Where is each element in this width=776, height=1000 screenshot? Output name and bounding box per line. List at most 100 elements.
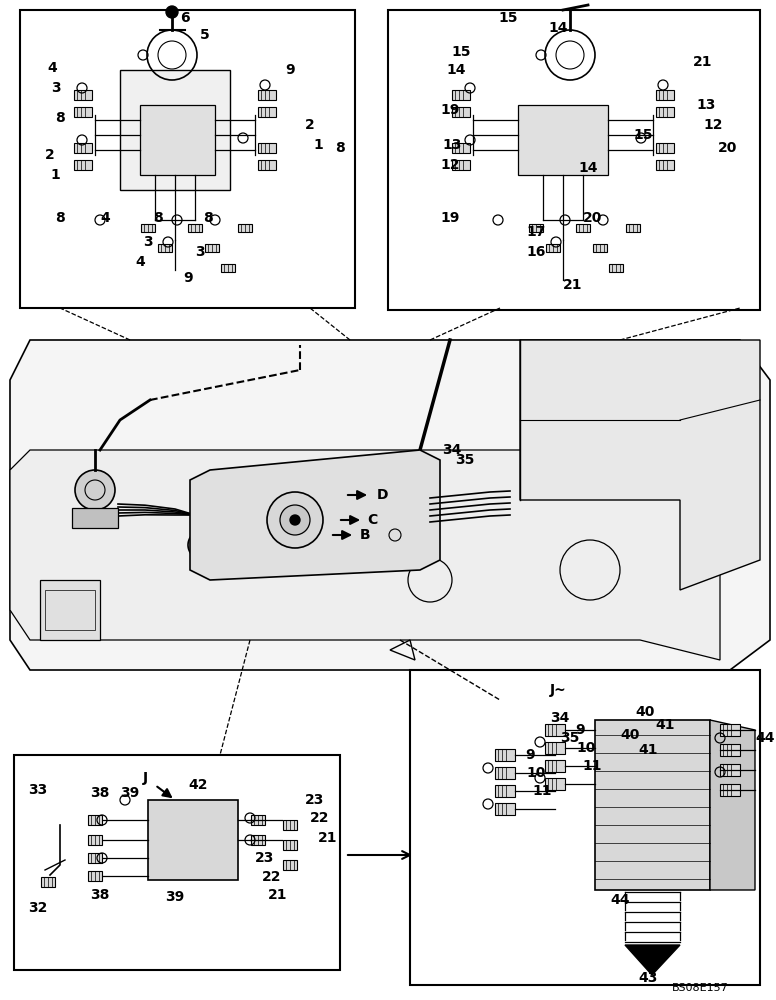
Text: 6: 6	[180, 11, 190, 25]
Circle shape	[280, 505, 310, 535]
Text: 21: 21	[693, 55, 712, 69]
Bar	[20, 10, 355, 308]
Bar	[205, 244, 219, 252]
Text: 9: 9	[575, 723, 585, 737]
Text: 23: 23	[305, 793, 324, 807]
Text: 2: 2	[45, 148, 55, 162]
Bar	[593, 244, 607, 252]
Bar	[720, 724, 740, 736]
Text: D: D	[376, 488, 388, 502]
Text: 10: 10	[577, 741, 596, 755]
Text: 9: 9	[286, 63, 295, 77]
Bar	[720, 764, 740, 776]
Text: 40: 40	[636, 705, 655, 719]
Text: 39: 39	[165, 890, 185, 904]
Bar	[410, 670, 760, 985]
Bar	[545, 724, 565, 736]
Text: 33: 33	[29, 783, 47, 797]
Bar	[495, 785, 515, 797]
Text: 44: 44	[610, 893, 630, 907]
Text: 16: 16	[526, 245, 546, 259]
Bar	[656, 160, 674, 170]
Text: 42: 42	[189, 778, 208, 792]
Text: 22: 22	[262, 870, 282, 884]
Bar	[188, 224, 202, 232]
Bar	[720, 744, 740, 756]
Polygon shape	[10, 340, 770, 670]
Bar	[518, 105, 608, 175]
Bar	[40, 580, 100, 640]
Bar	[283, 820, 297, 830]
Text: 20: 20	[719, 141, 738, 155]
Bar	[74, 107, 92, 117]
Text: 39: 39	[120, 786, 140, 800]
Text: 8: 8	[335, 141, 345, 155]
Polygon shape	[10, 450, 720, 660]
Bar	[41, 877, 55, 887]
Text: B: B	[360, 528, 370, 542]
Text: 19: 19	[440, 211, 459, 225]
Bar	[158, 244, 172, 252]
Bar	[609, 264, 623, 272]
Text: 32: 32	[28, 901, 47, 915]
Text: 14: 14	[446, 63, 466, 77]
Bar	[626, 224, 640, 232]
Bar	[258, 160, 276, 170]
Text: 5: 5	[200, 28, 210, 42]
Bar	[251, 815, 265, 825]
Text: 17: 17	[526, 225, 546, 239]
Bar	[452, 90, 470, 100]
Text: 1: 1	[314, 138, 323, 152]
Polygon shape	[190, 450, 440, 580]
Bar	[14, 755, 340, 970]
Text: 21: 21	[563, 278, 583, 292]
Text: 34: 34	[550, 711, 570, 725]
Bar	[88, 853, 102, 863]
Bar	[74, 90, 92, 100]
Bar	[495, 803, 515, 815]
Bar	[495, 749, 515, 761]
Bar	[545, 742, 565, 754]
Text: 4: 4	[100, 211, 110, 225]
Text: 9: 9	[183, 271, 192, 285]
Bar	[545, 760, 565, 772]
Bar	[221, 264, 235, 272]
Bar	[452, 107, 470, 117]
Bar	[74, 160, 92, 170]
Circle shape	[166, 6, 178, 18]
Text: 14: 14	[578, 161, 598, 175]
Bar	[148, 800, 238, 880]
Text: 3: 3	[196, 245, 205, 259]
Bar	[251, 835, 265, 845]
Bar	[283, 840, 297, 850]
Text: J~: J~	[549, 683, 566, 697]
Bar	[141, 224, 155, 232]
Text: 35: 35	[560, 731, 580, 745]
Text: 2: 2	[305, 118, 315, 132]
Text: 15: 15	[633, 128, 653, 142]
Text: 1: 1	[50, 168, 60, 182]
Text: 4: 4	[47, 61, 57, 75]
Text: 40: 40	[620, 728, 639, 742]
Text: 22: 22	[310, 811, 330, 825]
Bar	[283, 860, 297, 870]
Text: 3: 3	[51, 81, 61, 95]
Text: 19: 19	[440, 103, 459, 117]
Bar	[120, 70, 230, 190]
Bar	[258, 90, 276, 100]
Text: 34: 34	[442, 443, 462, 457]
Text: J: J	[143, 771, 147, 785]
Text: 14: 14	[549, 21, 568, 35]
Bar	[388, 10, 760, 310]
Text: 41: 41	[655, 718, 675, 732]
Text: 12: 12	[440, 158, 459, 172]
Polygon shape	[520, 340, 760, 590]
Bar	[495, 767, 515, 779]
Bar	[545, 778, 565, 790]
Circle shape	[290, 515, 300, 525]
Text: 41: 41	[638, 743, 658, 757]
Bar	[88, 835, 102, 845]
Bar	[258, 143, 276, 153]
Polygon shape	[625, 945, 680, 975]
Text: 4: 4	[135, 255, 145, 269]
